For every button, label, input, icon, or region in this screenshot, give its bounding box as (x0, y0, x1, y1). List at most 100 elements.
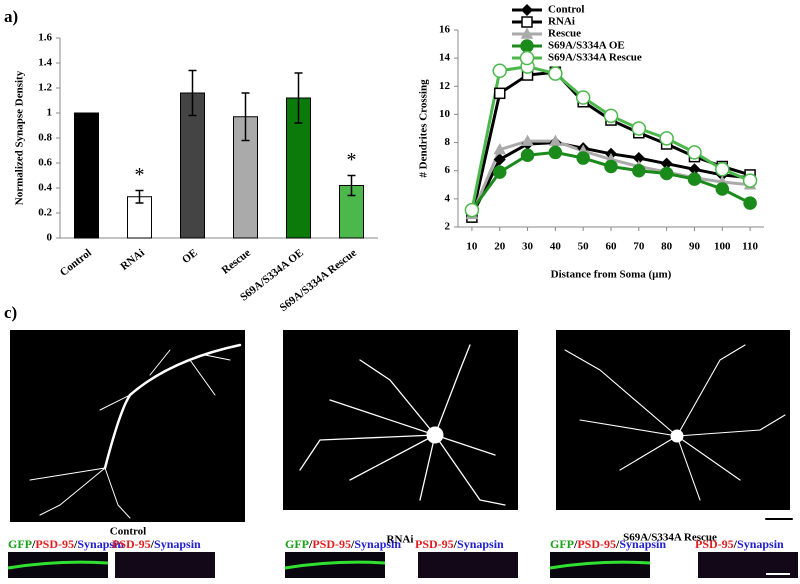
y-tick-label: 1.4 (38, 57, 52, 69)
error-bar (188, 69, 197, 117)
y-tick-label: 2 (445, 221, 451, 233)
legend-marker (520, 3, 534, 17)
legend-label: S69A/S334A OE (548, 40, 625, 52)
x-tick-label: 90 (689, 241, 701, 253)
neuron (564, 344, 793, 520)
y-tick-label: 1 (47, 107, 53, 119)
caption-part: PSD-95 (112, 537, 151, 551)
y-tick-label: 1.6 (38, 32, 52, 44)
caption-part: / (350, 537, 355, 551)
legend-marker (520, 27, 534, 39)
legend-label: RNAi (548, 16, 575, 28)
marker (687, 172, 702, 186)
caption-part: / (573, 537, 578, 551)
y-tick-label: 0.2 (38, 207, 52, 219)
legend-label: Rescue (548, 28, 581, 40)
marker (492, 63, 507, 79)
image-caption: RNAi (387, 534, 414, 546)
caption-part: PSD-95 (35, 537, 74, 551)
marker (604, 159, 618, 174)
caption-part: Synapsin (457, 537, 504, 551)
y-tick-label: 10 (439, 108, 451, 120)
inset-caption: PSD-95/Synapsin (695, 537, 784, 551)
image-caption: Control (110, 526, 146, 538)
x-tick-label: 50 (578, 241, 590, 253)
y-tick-label: 0.4 (38, 182, 52, 194)
caption-part: / (453, 537, 458, 551)
caption-part: / (733, 537, 738, 551)
inset-caption: GFP/PSD-95/Synapsin (285, 537, 401, 551)
error-bar (135, 189, 144, 204)
marker (659, 166, 674, 181)
marker (492, 165, 507, 179)
y-tick-label: 8 (445, 136, 451, 148)
legend-marker (519, 50, 535, 66)
marker (548, 66, 563, 81)
y-tick-label: 0 (47, 232, 53, 244)
x-tick-label: RNAi (118, 247, 147, 273)
caption-part: Synapsin (154, 537, 201, 551)
marker (632, 163, 646, 178)
caption-part: GFP (550, 537, 574, 551)
image-panel (556, 330, 790, 510)
x-tick-label: 60 (606, 241, 618, 253)
error-bar (347, 174, 356, 197)
x-tick-label: 100 (714, 241, 731, 253)
y-axis-label: Normalized Synapse Density (14, 70, 26, 205)
error-bar (241, 92, 250, 142)
legend-marker (520, 39, 534, 53)
dendrite (7, 560, 109, 570)
y-tick-label: 0.6 (38, 157, 52, 169)
inset-image (418, 552, 518, 578)
marker (715, 162, 730, 177)
caption-part: / (31, 537, 36, 551)
caption-part: Synapsin (77, 537, 124, 551)
micrographs (10, 330, 793, 522)
inset-caption: GFP/PSD-95/Synapsin (550, 537, 666, 551)
x-tick-label: 110 (742, 241, 758, 253)
caption-part: PSD-95 (312, 537, 351, 551)
bar (180, 92, 205, 239)
x-tick-label: OE (180, 247, 200, 266)
marker (687, 145, 702, 160)
neuron (299, 344, 506, 506)
marker (493, 143, 507, 155)
x-tick-label: Rescue (220, 247, 253, 277)
marker (715, 182, 730, 196)
marker (493, 87, 506, 100)
caption-part: / (308, 537, 313, 551)
caption-part: Synapsin (619, 537, 666, 551)
marker (576, 151, 590, 165)
caption-part: PSD-95 (577, 537, 616, 551)
error-bar (294, 72, 303, 124)
caption-part: Synapsin (737, 537, 784, 551)
marker (520, 148, 535, 162)
x-tick-label: 10 (466, 241, 478, 253)
inset-image (115, 552, 215, 578)
marker (659, 131, 674, 146)
caption-part: / (73, 537, 78, 551)
y-tick-label: 0.8 (38, 132, 52, 144)
x-tick-label: 80 (661, 241, 673, 253)
x-tick-label: 30 (522, 241, 534, 253)
x-axis-label: Distance from Soma (µm) (551, 269, 672, 281)
image-panel (10, 330, 245, 522)
legend-label: S69A/S334A Rescue (548, 52, 642, 64)
image-caption: S69A/S334A Rescue (623, 532, 717, 544)
bar (74, 112, 99, 239)
marker (743, 196, 757, 210)
marker (575, 90, 591, 105)
x-tick-label: 40 (550, 241, 562, 253)
marker (548, 145, 563, 160)
marker (521, 134, 534, 146)
caption-part: / (615, 537, 620, 551)
y-tick-label: 16 (439, 24, 451, 36)
inset-caption: PSD-95/Synapsin (415, 537, 504, 551)
neuron (29, 343, 242, 519)
caption-part: Synapsin (354, 537, 401, 551)
marker (464, 202, 480, 218)
inset-caption: PSD-95/Synapsin (112, 537, 201, 551)
dendrite (549, 560, 651, 570)
y-tick-label: 4 (445, 192, 451, 204)
